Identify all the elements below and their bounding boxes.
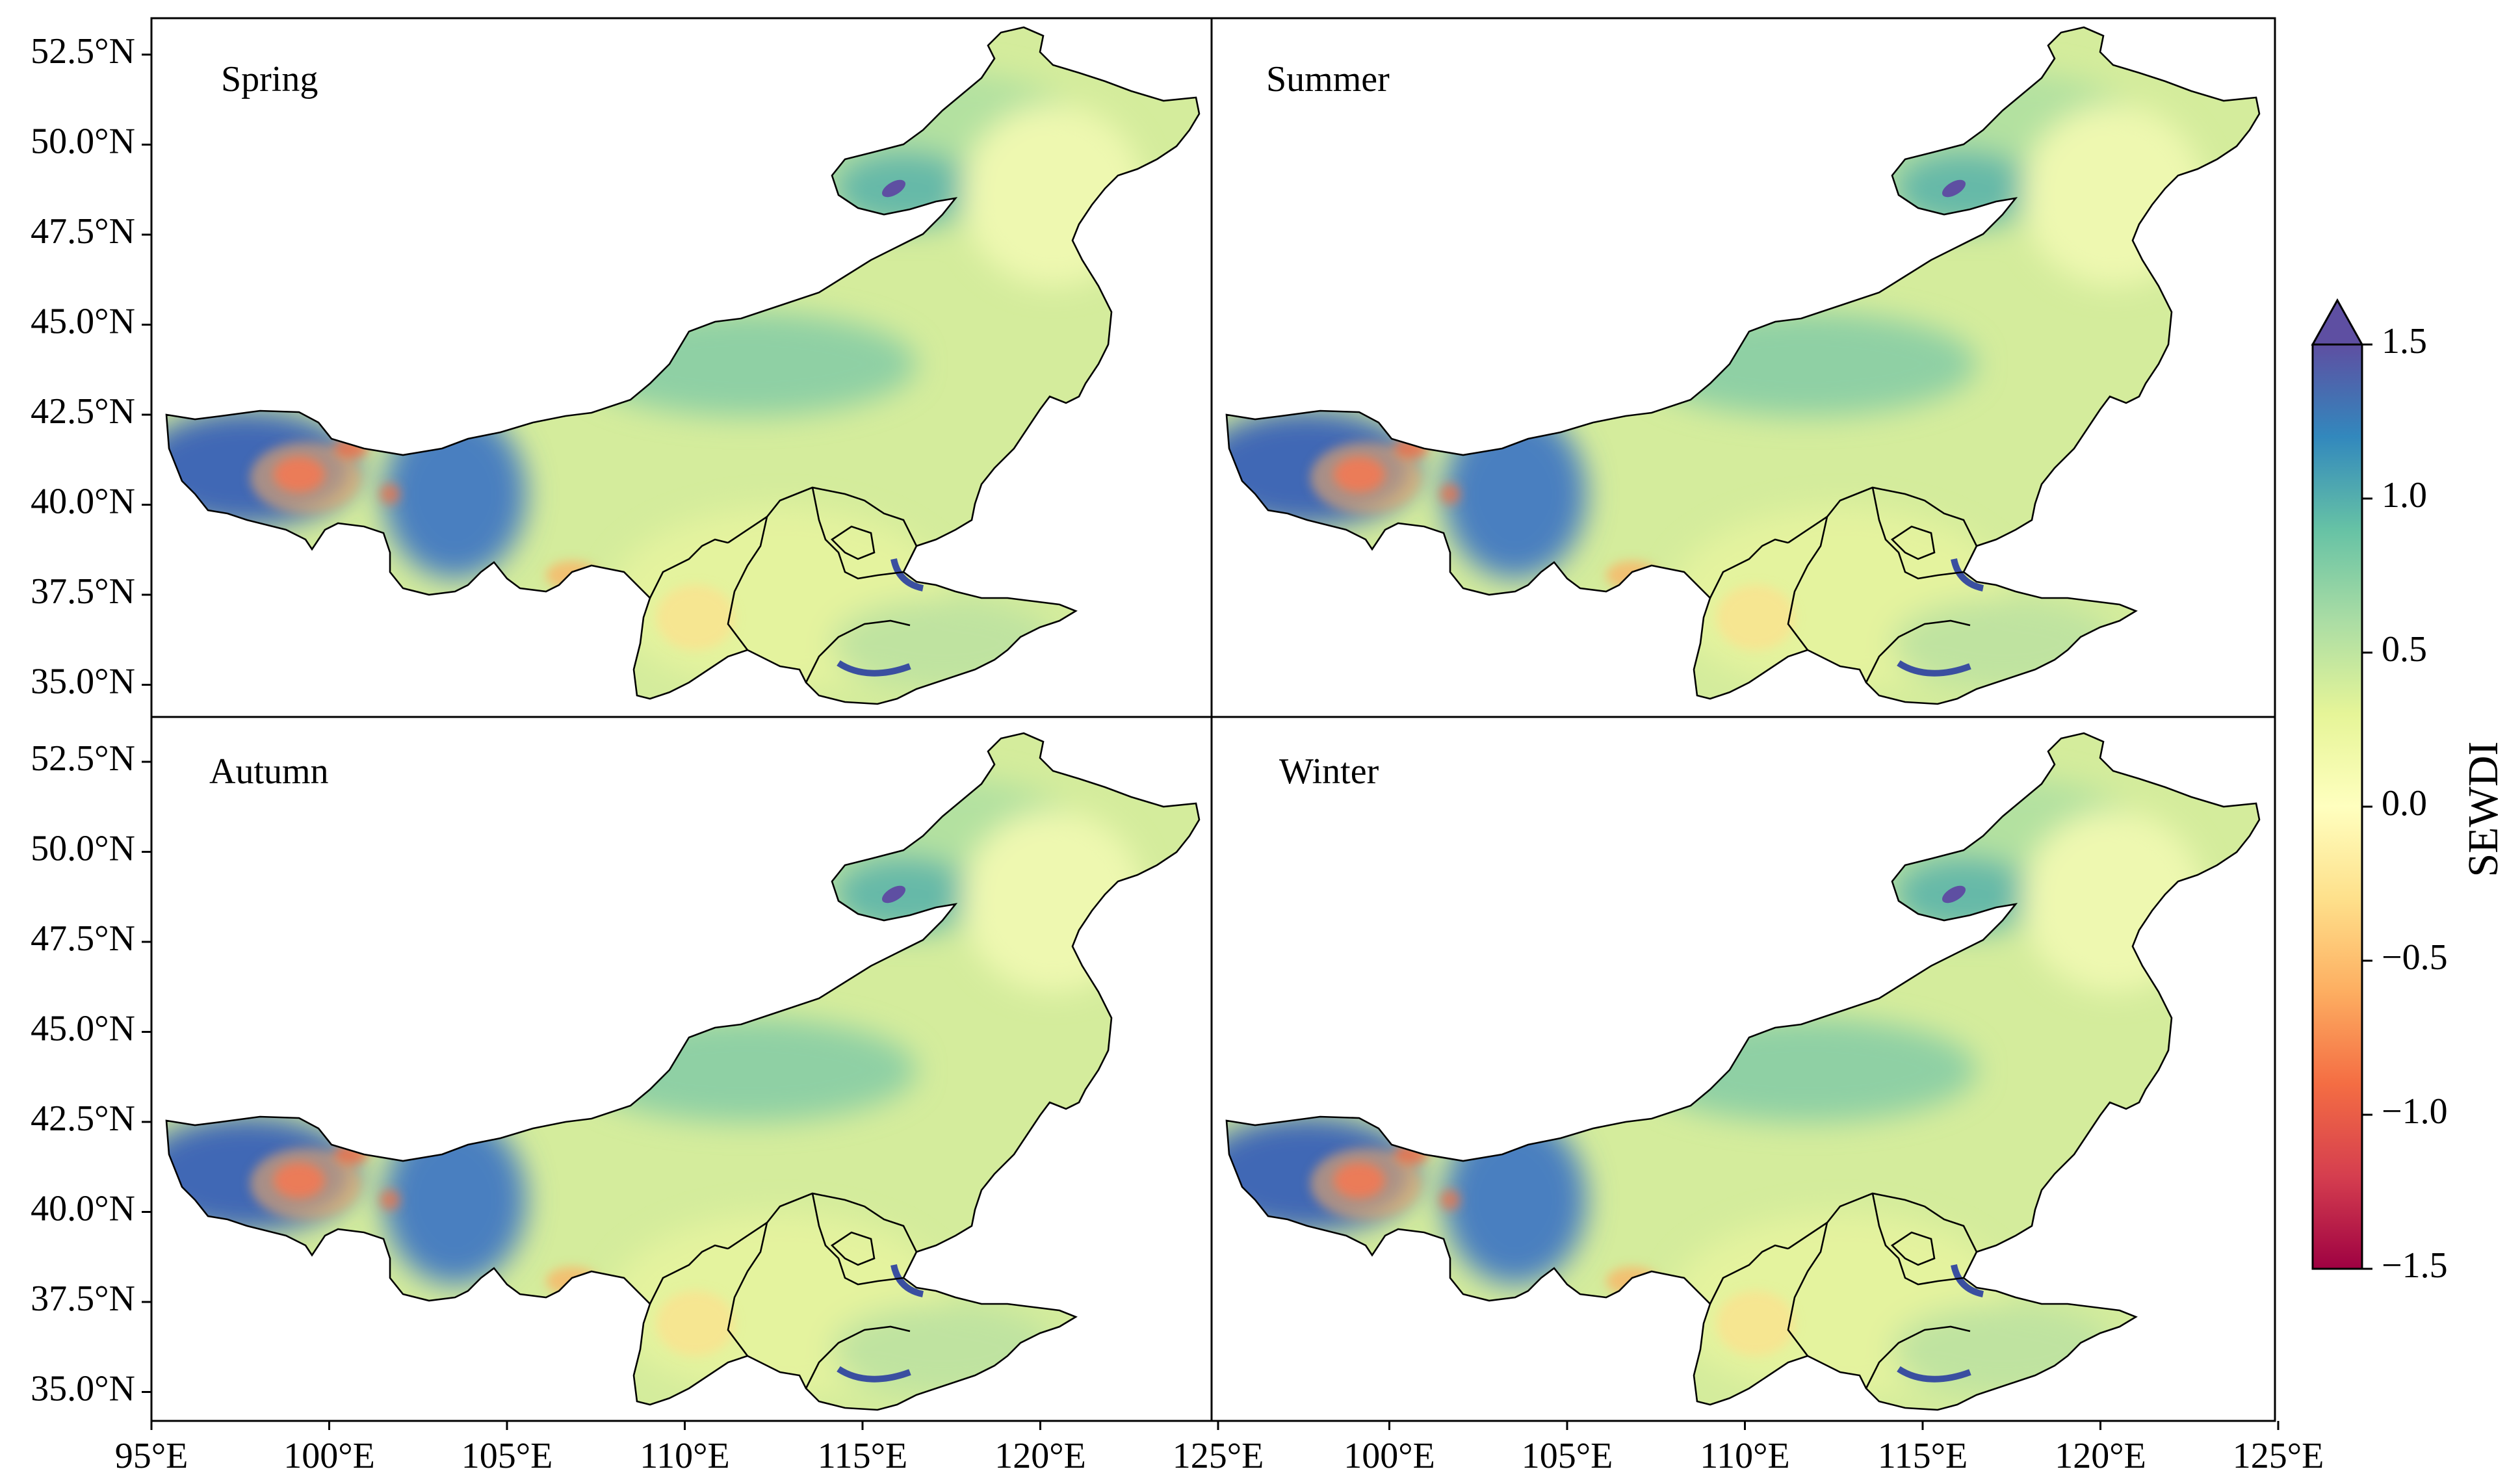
colorbar-tick-label: 1.0 [2382, 475, 2427, 515]
colorbar-gradient [2311, 343, 2363, 1270]
colorbar-ticks: 1.5 1.0 0.5 0.0 −0.5 −1.0 −1.5 [2362, 321, 2448, 1286]
y-tick-label: 52.5°N [31, 738, 135, 779]
y-tick-label: 40.0°N [31, 1188, 135, 1228]
colorbar-tick-label: −1.0 [2382, 1091, 2448, 1132]
panel-label-spring: Spring [221, 59, 318, 99]
y-tick-label: 50.0°N [31, 121, 135, 161]
x-tick-label: 100°E [283, 1436, 375, 1476]
x-tick-label: 105°E [1522, 1436, 1613, 1476]
y-tick-label: 45.0°N [31, 301, 135, 341]
colorbar-tick-label: 1.5 [2382, 321, 2427, 361]
colorbar-label: SEWDI [2460, 742, 2507, 878]
y-tick-label: 37.5°N [31, 571, 135, 612]
x-tick-label: 110°E [1700, 1436, 1790, 1476]
x-tick-label: 115°E [1878, 1436, 1968, 1476]
x-tick-label: 100°E [1344, 1436, 1435, 1476]
x-tick-label: 115°E [818, 1436, 908, 1476]
colorbar-tick-label: 0.5 [2382, 629, 2427, 670]
map-panel-winter [1197, 733, 2259, 1410]
y-tick-label: 37.5°N [31, 1279, 135, 1319]
y-axis-ticks-top: 52.5°N 50.0°N 47.5°N 45.0°N 42.5°N 40.0°N 37.5… [31, 31, 151, 701]
panel-label-winter: Winter [1279, 751, 1379, 792]
map-panel-summer [1197, 27, 2259, 704]
x-tick-label: 110°E [640, 1436, 730, 1476]
x-tick-label: 95°E [115, 1436, 188, 1476]
panel-label-summer: Summer [1266, 59, 1390, 99]
x-tick-label: 105°E [461, 1436, 553, 1476]
axes-frame [150, 17, 2276, 1422]
y-tick-label: 42.5°N [31, 1098, 135, 1139]
y-tick-label: 47.5°N [31, 918, 135, 959]
colorbar: 1.5 1.0 0.5 0.0 −0.5 −1.0 −1.5 SEWDI [2311, 298, 2507, 1286]
colorbar-tick-label: −1.5 [2382, 1245, 2448, 1286]
x-axis-ticks-left: 95°E 100°E 105°E 110°E 115°E 120°E 125°E [115, 1421, 1264, 1476]
panel-label-autumn: Autumn [209, 751, 329, 792]
y-tick-label: 35.0°N [31, 661, 135, 701]
y-tick-label: 47.5°N [31, 211, 135, 252]
y-tick-label: 40.0°N [31, 481, 135, 521]
y-tick-label: 50.0°N [31, 828, 135, 868]
y-tick-label: 52.5°N [31, 31, 135, 72]
x-tick-label: 120°E [994, 1436, 1086, 1476]
x-tick-label: 125°E [1173, 1436, 1264, 1476]
y-tick-label: 42.5°N [31, 391, 135, 432]
colorbar-tick-label: 0.0 [2382, 783, 2427, 824]
map-panel-autumn [136, 733, 1199, 1410]
colorbar-extend-max [2311, 298, 2364, 346]
y-tick-label: 35.0°N [31, 1368, 135, 1409]
x-tick-label: 125°E [2233, 1436, 2324, 1476]
map-panel-spring [136, 27, 1199, 704]
x-axis-ticks-right: 100°E 105°E 110°E 115°E 120°E 125°E [1344, 1421, 2324, 1476]
x-tick-label: 120°E [2055, 1436, 2146, 1476]
y-tick-label: 45.0°N [31, 1008, 135, 1048]
colorbar-tick-label: −0.5 [2382, 937, 2448, 978]
y-axis-ticks-bottom: 52.5°N 50.0°N 47.5°N 45.0°N 42.5°N 40.0°N 37.5… [31, 738, 151, 1409]
